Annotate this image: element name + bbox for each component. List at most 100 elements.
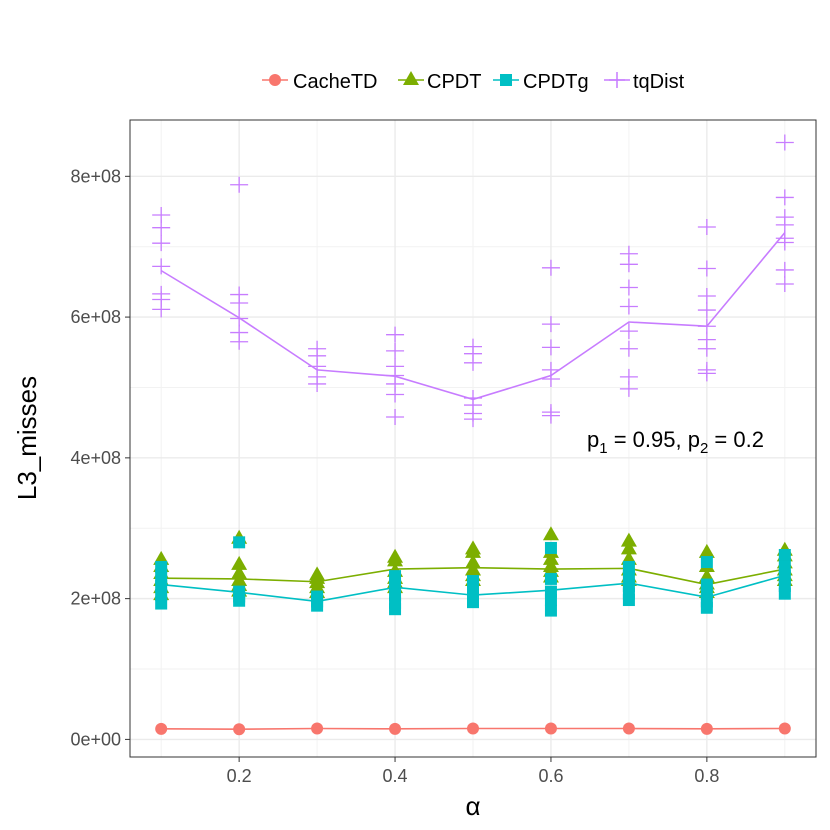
line-cpdt	[161, 566, 785, 586]
plot-area	[129, 119, 817, 758]
annotation-p2: p	[688, 427, 700, 452]
point-cpdtg-0-2	[155, 579, 168, 592]
legend-label-tqdist: tqDist	[633, 71, 685, 93]
line-tqdist	[160, 232, 786, 401]
series-cpdtg	[155, 536, 791, 617]
legend-item-cpdtg: CPDTg	[493, 71, 589, 93]
point-cpdtg-6-0	[622, 560, 635, 573]
point-tqdist-8-0	[775, 134, 794, 151]
x-tick-label-1: 0.4	[383, 766, 408, 786]
x-axis: 0.2 0.4 0.6 0.8	[227, 757, 719, 786]
point-cpdt-3-1	[387, 552, 404, 567]
point-tqdist-5-2	[541, 339, 560, 356]
point-cpdtg-8-1	[778, 560, 791, 573]
y-axis: 0e+00 2e+08 4e+08 6e+08 8e+08	[70, 166, 130, 749]
point-tqdist-0-3	[152, 258, 171, 275]
point-cpdtg-8-0	[778, 548, 791, 561]
y-tick-label-1: 2e+08	[70, 589, 121, 609]
point-tqdist-0-6	[152, 301, 171, 318]
point-cpdt-1-2	[231, 564, 248, 579]
point-cpdt-5-2	[542, 550, 559, 565]
legend-marker-cachetd	[269, 74, 281, 86]
annotation-p2-value: = 0.2	[708, 427, 764, 452]
series-layer	[152, 134, 794, 736]
y-tick-label-3: 6e+08	[70, 307, 121, 327]
y-axis-title: L3_misses	[12, 376, 42, 500]
annotation-p1: p	[587, 427, 599, 452]
series-tqdist	[152, 134, 794, 428]
line-cpdtg	[161, 574, 786, 603]
point-cpdt-6-0	[620, 532, 637, 547]
point-tqdist-6-1	[619, 256, 638, 273]
point-tqdist-7-3	[697, 302, 716, 319]
point-tqdist-7-8	[697, 365, 716, 382]
point-cpdtg-5-3	[544, 594, 557, 607]
annotation: p1 = 0.95, p2 = 0.2	[587, 427, 764, 457]
point-tqdist-2-4	[308, 375, 327, 392]
y-tick-label-0: 0e+00	[70, 729, 121, 749]
point-cpdtg-7-4	[700, 601, 713, 614]
point-tqdist-7-6	[697, 340, 716, 357]
point-tqdist-3-0	[386, 326, 405, 343]
point-cpdtg-5-0	[544, 541, 557, 554]
grid-minor	[130, 120, 816, 757]
point-tqdist-7-1	[697, 260, 716, 277]
point-cpdtg-6-1	[622, 570, 635, 583]
point-tqdist-8-3	[775, 216, 794, 233]
x-axis-title: α	[465, 791, 480, 821]
point-cpdtg-1-3	[233, 594, 246, 607]
legend-label-cpdt: CPDT	[427, 71, 481, 93]
legend-item-cpdt: CPDT	[398, 71, 481, 93]
point-tqdist-5-1	[541, 316, 560, 333]
grid-major	[130, 120, 816, 757]
point-cpdtg-4-3	[467, 596, 479, 609]
point-cpdt-1-1	[231, 555, 248, 570]
point-cpdtg-0-4	[155, 597, 168, 610]
point-cpdtg-7-0	[700, 556, 713, 569]
legend-marker-cpdt	[403, 71, 419, 85]
point-tqdist-6-4	[619, 323, 638, 340]
point-cpdtg-1-0	[233, 536, 246, 549]
y-tick-label-4: 8e+08	[70, 166, 121, 186]
point-cpdtg-5-1	[544, 572, 557, 585]
point-cpdtg-7-1	[700, 578, 713, 591]
point-tqdist-1-2	[230, 295, 249, 312]
point-tqdist-1-0	[230, 176, 249, 193]
point-tqdist-8-7	[775, 276, 794, 293]
x-tick-label-3: 0.8	[694, 766, 719, 786]
point-tqdist-7-2	[697, 287, 716, 304]
point-tqdist-6-2	[619, 279, 638, 296]
annotation-p1-value: = 0.95,	[608, 427, 688, 452]
point-cpdt-7-0	[698, 543, 715, 558]
point-tqdist-3-6	[386, 409, 405, 426]
point-tqdist-6-7	[619, 380, 638, 397]
point-tqdist-5-6	[541, 407, 560, 424]
point-cpdtg-2-2	[311, 599, 324, 612]
legend-marker-tqdist	[609, 72, 625, 88]
point-tqdist-4-2	[464, 354, 482, 371]
point-cpdt-4-2	[465, 554, 481, 569]
point-cpdt-4-1	[465, 543, 481, 558]
legend-item-cachetd: CacheTD	[262, 71, 377, 93]
panel-border	[129, 119, 817, 758]
point-tqdist-5-4	[541, 371, 560, 388]
point-tqdist-6-3	[619, 298, 638, 315]
legend: CacheTD CPDT CPDTg tqDist	[262, 71, 685, 93]
line-cachetd	[161, 727, 785, 730]
y-tick-label-2: 4e+08	[70, 448, 121, 468]
legend-item-tqdist: tqDist	[604, 71, 685, 93]
x-tick-label-0: 0.2	[227, 766, 252, 786]
point-tqdist-7-0	[697, 218, 716, 235]
point-cpdt-6-1	[620, 540, 637, 555]
point-tqdist-8-5	[775, 234, 794, 251]
point-tqdist-3-5	[386, 386, 405, 403]
point-tqdist-1-5	[230, 333, 249, 350]
point-tqdist-6-5	[619, 340, 638, 357]
point-cpdtg-3-0	[389, 570, 402, 583]
point-cpdtg-0-0	[155, 560, 168, 573]
legend-label-cachetd: CacheTD	[293, 71, 377, 93]
point-tqdist-0-2	[152, 235, 171, 252]
point-tqdist-5-0	[541, 259, 560, 276]
